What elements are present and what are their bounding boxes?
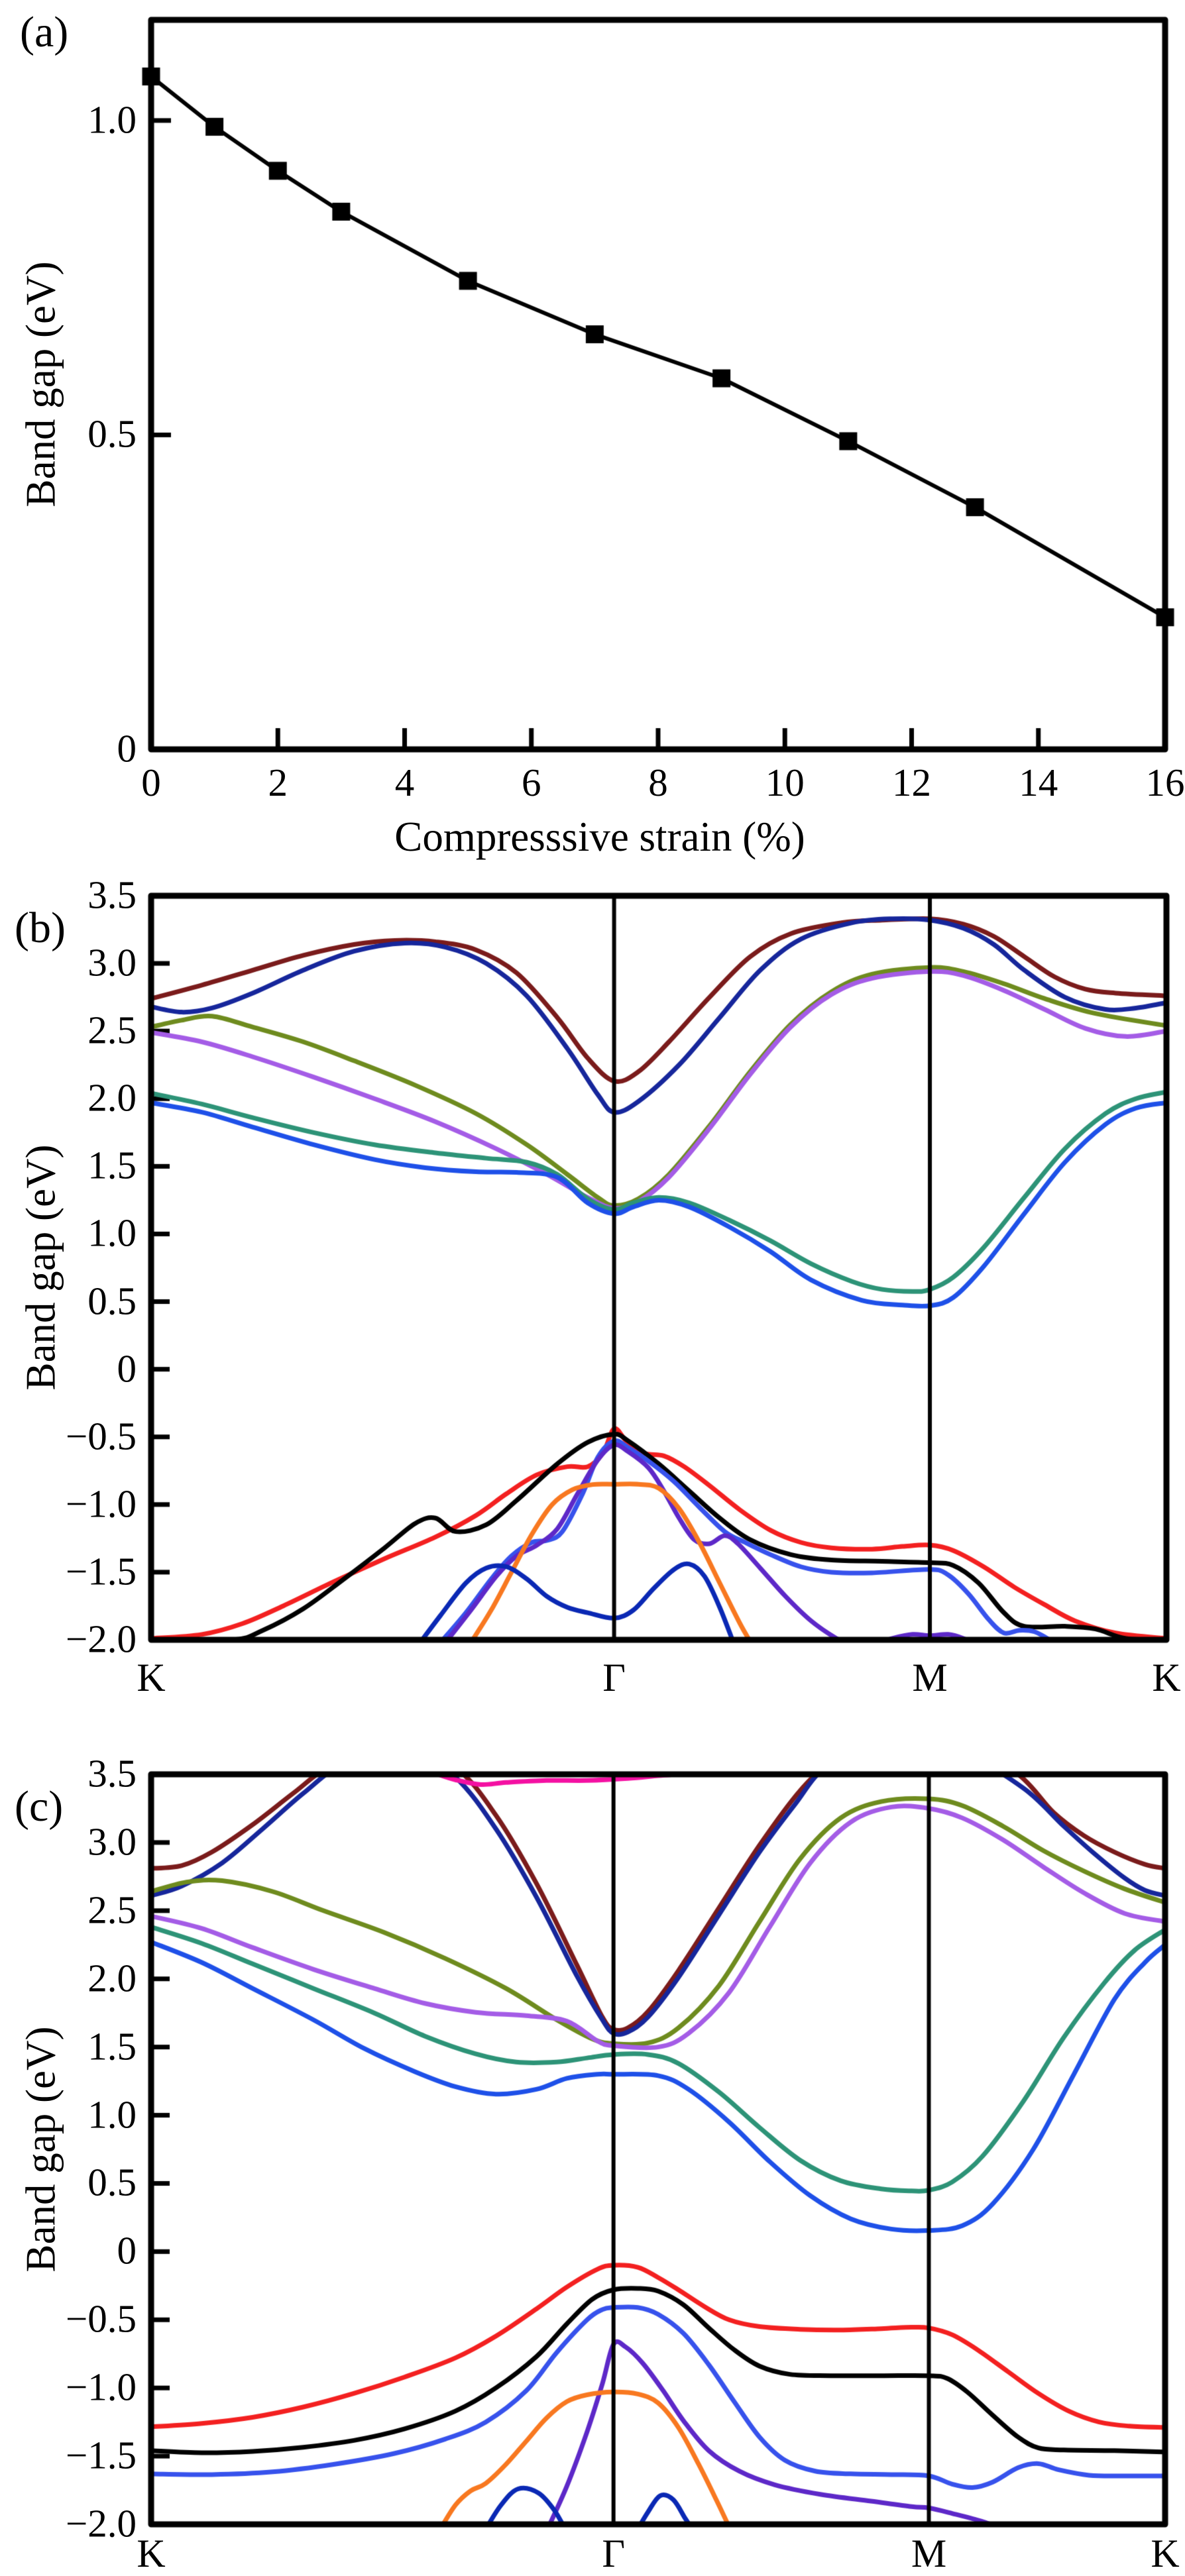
panel-a-xtick-16: 16: [1145, 761, 1185, 804]
panel-b-ytick-−1.5: −1.5: [65, 1549, 137, 1593]
panel-a-ytick-0: 0: [117, 726, 137, 771]
panel-a-ytick-0.5: 0.5: [87, 411, 137, 456]
panel-c-ytick-−2.0: −2.0: [65, 2501, 137, 2546]
panel-b-kpoint-3-K: K: [1152, 1656, 1181, 1699]
panel-a-xtick-0: 0: [141, 761, 161, 804]
panel-b-ytick-3.0: 3.0: [87, 940, 137, 985]
panel-b-ytick-1.0: 1.0: [87, 1210, 137, 1255]
panel-b-ytick-2.0: 2.0: [87, 1075, 137, 1120]
panel-c-kpoint-1-Γ: Γ: [602, 2532, 626, 2575]
panel-c-ytick-−0.5: −0.5: [65, 2296, 137, 2341]
panel-b-ytick-3.5: 3.5: [87, 873, 137, 917]
panel-c-kpoint-2-M: M: [911, 2532, 947, 2575]
panel-c-ytick-2.0: 2.0: [87, 1956, 137, 2000]
panel-a-xtick-10: 10: [765, 761, 805, 804]
panel-c-ytick-−1.5: −1.5: [65, 2433, 137, 2477]
panel-c-ytick-1.0: 1.0: [87, 2092, 137, 2136]
panel-a-xtick-2: 2: [268, 761, 288, 804]
panel-b-ytick-−2.0: −2.0: [65, 1617, 137, 1661]
panel-b-kpoint-2-M: M: [912, 1656, 948, 1699]
panel-c-kpoint-3-K: K: [1151, 2532, 1180, 2575]
panel-a-xtick-14: 14: [1019, 761, 1058, 804]
panel-b-kpoint-1-Γ: Γ: [602, 1656, 626, 1699]
panel-a-x-axis-title: Compresssive strain (%): [394, 814, 805, 860]
panel-c-ytick-0.5: 0.5: [87, 2160, 137, 2204]
panel-a-xtick-4: 4: [394, 761, 415, 804]
panel-b-ytick-0: 0: [117, 1346, 137, 1390]
panel-c-label: (c): [15, 1782, 64, 1831]
panel-c-ytick-3.5: 3.5: [87, 1751, 137, 1796]
panel-a-xtick-8: 8: [648, 761, 668, 804]
panel-b-ytick-0.5: 0.5: [87, 1278, 137, 1322]
panel-c-ytick-−1.0: −1.0: [65, 2365, 137, 2409]
panel-c-ytick-3.0: 3.0: [87, 1819, 137, 1864]
panel-a-y-axis-title: Band gap (eV): [17, 261, 64, 508]
panel-a-xtick-12: 12: [892, 761, 931, 804]
panel-a-ytick-1.0: 1.0: [87, 97, 137, 142]
panel-c-ytick-0: 0: [117, 2228, 137, 2273]
panel-b-ytick-2.5: 2.5: [87, 1008, 137, 1052]
panel-b-ytick-−1.0: −1.0: [65, 1481, 137, 1526]
panel-b-kpoint-0-K: K: [137, 1656, 166, 1699]
panel-c-ytick-2.5: 2.5: [87, 1888, 137, 1932]
panel-c-ytick-1.5: 1.5: [87, 2023, 137, 2068]
panel-c-kpoint-0-K: K: [137, 2532, 166, 2575]
panel-b-ytick-−0.5: −0.5: [65, 1414, 137, 1458]
panel-b-ytick-1.5: 1.5: [87, 1143, 137, 1187]
panel-a-xtick-6: 6: [522, 761, 541, 804]
panel-a-label: (a): [20, 8, 69, 56]
panel-b-label: (b): [15, 904, 66, 952]
